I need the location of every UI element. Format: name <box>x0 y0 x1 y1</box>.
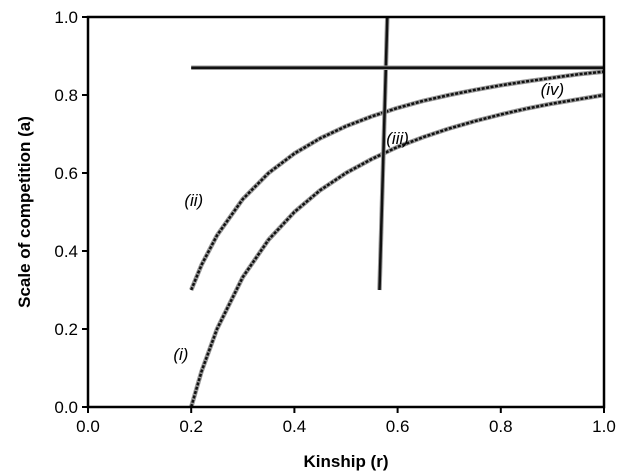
y-tick-label: 1.0 <box>54 8 78 27</box>
y-tick-label: 0.8 <box>54 86 78 105</box>
curve-labels: (i) (ii) (iii) (iv) <box>173 80 564 364</box>
x-tick-label: 0.6 <box>386 417 410 436</box>
x-axis-title: Kinship (r) <box>304 452 389 471</box>
series-label-3: (iii) <box>386 129 409 148</box>
x-tick-label: 0.8 <box>489 417 513 436</box>
curves <box>189 16 605 408</box>
series-label-2: (ii) <box>184 191 203 210</box>
y-tick-label: 0.2 <box>54 320 78 339</box>
plot-frame <box>86 15 606 409</box>
x-tick-label: 1.0 <box>592 417 616 436</box>
y-tick-label: 0.4 <box>54 242 78 261</box>
x-ticks: 0.0 0.2 0.4 0.6 0.8 1.0 <box>76 407 616 436</box>
series-line-1 <box>189 93 605 408</box>
y-ticks: 0.0 0.2 0.4 0.6 0.8 1.0 <box>54 8 88 417</box>
series-label-4: (iv) <box>541 80 565 99</box>
series-label-1: (i) <box>173 345 188 364</box>
y-axis-title: Scale of competition (a) <box>15 116 34 308</box>
y-tick-label: 0.0 <box>54 398 78 417</box>
x-tick-label: 0.2 <box>179 417 203 436</box>
series-line-2 <box>190 70 605 291</box>
x-tick-label: 0.0 <box>76 417 100 436</box>
series-line-3 <box>378 16 389 291</box>
y-tick-label: 0.6 <box>54 164 78 183</box>
x-tick-label: 0.4 <box>283 417 307 436</box>
